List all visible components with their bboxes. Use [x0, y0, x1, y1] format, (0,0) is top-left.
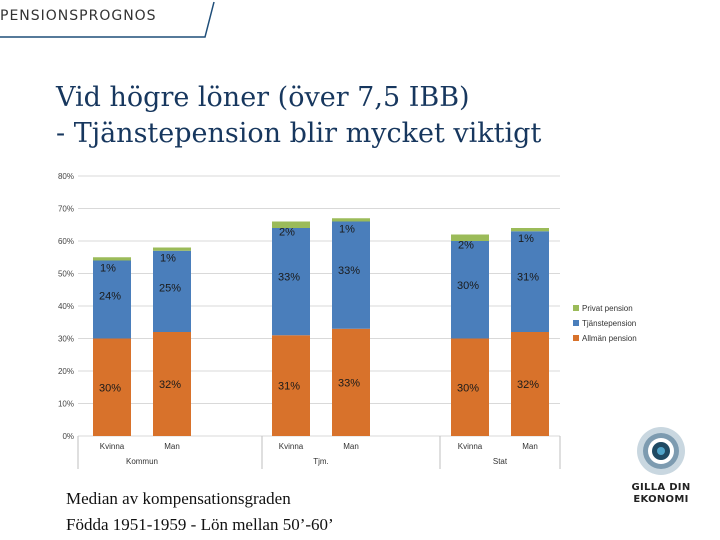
- data-label: 31%: [278, 381, 300, 393]
- y-tick-label: 30%: [58, 335, 74, 344]
- data-label: 33%: [338, 265, 360, 277]
- group-label: Kommun: [126, 457, 158, 466]
- legend-swatch: [573, 305, 579, 311]
- x-tick-label: Kvinna: [100, 442, 125, 451]
- caption: Median av kompensationsgraden Födda 1951…: [66, 486, 334, 538]
- pension-chart: 0% 10% 20% 30% 40% 50% 60% 70% 80% 30% 24% 1% Kvinna…: [58, 172, 637, 469]
- legend-swatch: [573, 320, 579, 326]
- logo-line-2: EKONOMI: [633, 494, 689, 505]
- y-tick-label: 20%: [58, 367, 74, 376]
- legend-label: Tjänstepension: [582, 319, 636, 328]
- title-line-2: - Tjänstepension blir mycket viktigt: [56, 118, 542, 149]
- data-label: 33%: [278, 271, 300, 283]
- data-label: 2%: [279, 227, 295, 239]
- data-label: 30%: [99, 382, 121, 394]
- y-tick-label: 0%: [62, 432, 74, 441]
- x-tick-label: Man: [522, 442, 538, 451]
- data-label: 1%: [160, 253, 176, 265]
- x-tick-label: Man: [164, 442, 180, 451]
- y-tick-label: 10%: [58, 400, 74, 409]
- bar-segment: [93, 260, 131, 339]
- bar-segment: [332, 221, 370, 329]
- bar-segment: [272, 335, 310, 436]
- bar-segment: [272, 221, 310, 228]
- data-label: 24%: [99, 291, 121, 303]
- y-tick-label: 60%: [58, 237, 74, 246]
- y-tick-label: 50%: [58, 270, 74, 279]
- group-label: Tjm.: [313, 457, 329, 466]
- bar-segment: [511, 332, 549, 436]
- data-label: 2%: [458, 240, 474, 252]
- x-tick-label: Kvinna: [458, 442, 483, 451]
- bar-segment: [332, 328, 370, 436]
- legend-label: Privat pension: [582, 304, 633, 313]
- target-circle-icon: [637, 427, 685, 475]
- bar-segment: [153, 247, 191, 251]
- y-tick-label: 40%: [58, 302, 74, 311]
- bar-segment: [272, 228, 310, 336]
- bar-segment: [332, 218, 370, 222]
- title-line-1: Vid högre löner (över 7,5 IBB): [56, 82, 470, 113]
- bar-segment: [93, 338, 131, 436]
- page-title: Vid högre löner (över 7,5 IBB) - Tjänste…: [56, 80, 541, 152]
- x-tick-label: Man: [343, 442, 359, 451]
- data-label: 1%: [518, 233, 534, 245]
- bar-segment: [153, 250, 191, 332]
- bar-segment: [511, 228, 549, 232]
- caption-line-1: Median av kompensationsgraden: [66, 489, 291, 508]
- bar-segment: [451, 241, 489, 339]
- legend-swatch: [573, 335, 579, 341]
- data-label: 32%: [159, 379, 181, 391]
- bar-segment: [451, 338, 489, 436]
- data-label: 33%: [338, 377, 360, 389]
- data-label: 30%: [457, 382, 479, 394]
- x-tick-label: Kvinna: [279, 442, 304, 451]
- caption-line-2: Födda 1951-1959 - Lön mellan 50’-60’: [66, 515, 334, 534]
- bar-segment: [511, 231, 549, 332]
- legend-label: Allmän pension: [582, 334, 637, 343]
- group-label: Stat: [493, 457, 508, 466]
- data-label: 31%: [517, 272, 539, 284]
- logo: GILLA DIN EKONOMI: [630, 425, 692, 506]
- header-label: PENSIONSPROGNOS: [0, 8, 157, 24]
- y-tick-label: 70%: [58, 205, 74, 214]
- header-decoration: [0, 1, 215, 38]
- data-label: 1%: [100, 262, 116, 274]
- logo-line-1: GILLA DIN: [631, 482, 691, 493]
- bar-segment: [451, 234, 489, 241]
- data-label: 30%: [457, 280, 479, 292]
- data-label: 32%: [517, 379, 539, 391]
- data-label: 25%: [159, 282, 181, 294]
- y-tick-label: 80%: [58, 172, 74, 181]
- bar-segment: [153, 332, 191, 436]
- data-label: 1%: [339, 223, 355, 235]
- bar-segment: [93, 257, 131, 261]
